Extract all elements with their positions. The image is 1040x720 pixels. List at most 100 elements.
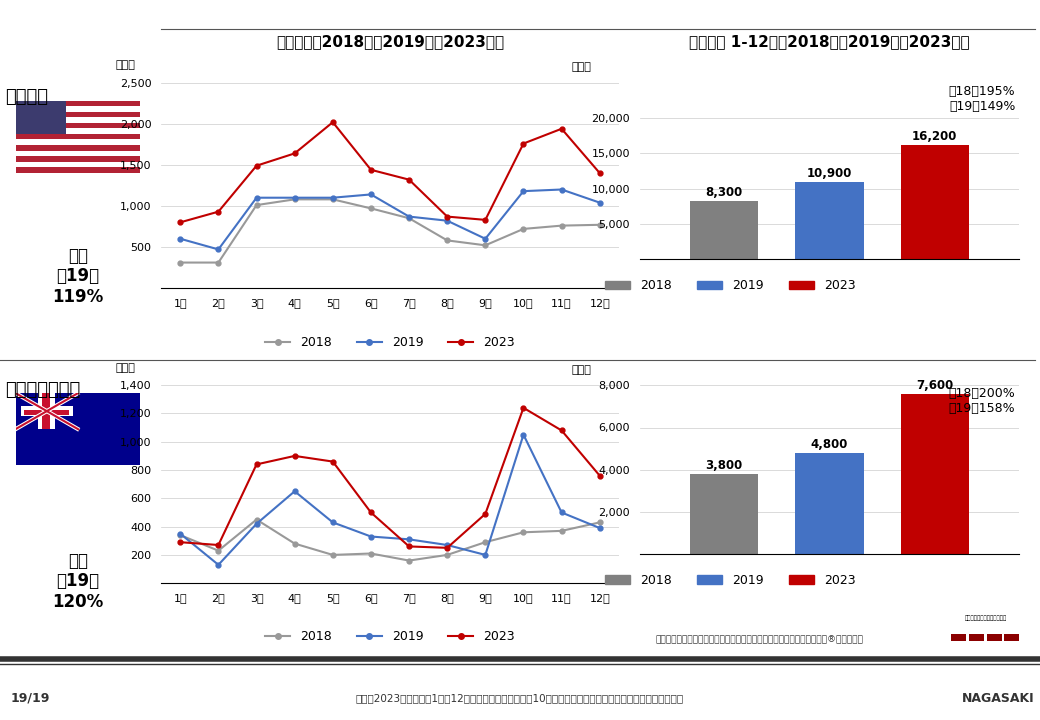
2018 [402, 214, 415, 222]
Text: オーストラリア: オーストラリア [5, 380, 80, 398]
Text: （人）: （人） [115, 364, 135, 373]
2023 [555, 125, 568, 133]
2018 [555, 221, 568, 230]
2018 [441, 551, 453, 559]
Line: 2023: 2023 [178, 120, 602, 225]
Text: 7,600: 7,600 [916, 379, 954, 392]
Text: 10,900: 10,900 [807, 167, 852, 180]
2019 [174, 529, 186, 538]
Text: 8,300: 8,300 [705, 186, 743, 199]
2018 [479, 241, 492, 250]
2019 [251, 520, 263, 528]
Bar [901, 394, 969, 554]
2019 [365, 532, 378, 541]
2018 [555, 526, 568, 535]
2019 [402, 535, 415, 544]
Text: （人）: （人） [115, 60, 135, 71]
2023 [555, 426, 568, 435]
Text: 年間推移（2018年、2019年、2023年）: 年間推移（2018年、2019年、2023年） [276, 34, 504, 49]
2018 [212, 546, 225, 555]
Line: 2018: 2018 [178, 197, 602, 265]
2018 [594, 220, 606, 229]
2019 [174, 235, 186, 243]
Text: アメリカ: アメリカ [5, 88, 48, 106]
Bar [16, 128, 140, 134]
Line: 2019: 2019 [178, 187, 602, 252]
2023 [174, 538, 186, 546]
2018 [174, 258, 186, 267]
Bar [690, 474, 758, 554]
2018 [174, 531, 186, 539]
Bar [16, 101, 66, 134]
2018 [327, 195, 339, 204]
2023 [327, 457, 339, 466]
Text: 16,200: 16,200 [912, 130, 958, 143]
2019 [517, 186, 529, 195]
Text: 19/19: 19/19 [10, 692, 50, 705]
2019 [555, 185, 568, 194]
Legend: 2018, 2019, 2023: 2018, 2019, 2023 [600, 274, 860, 297]
2023 [174, 218, 186, 227]
Bar [24, 410, 70, 415]
Bar [16, 145, 140, 150]
Bar [901, 145, 969, 259]
2019 [365, 190, 378, 199]
2019 [555, 508, 568, 517]
2018 [402, 557, 415, 565]
2019 [212, 560, 225, 569]
2019 [479, 235, 492, 243]
Text: 対18年195%
対19年149%: 対18年195% 対19年149% [948, 84, 1015, 112]
Legend: 2018, 2019, 2023: 2018, 2019, 2023 [260, 625, 520, 648]
2023 [517, 403, 529, 412]
2023 [251, 460, 263, 469]
2018 [594, 518, 606, 527]
2023 [288, 149, 301, 158]
2018 [441, 236, 453, 245]
Text: （注）2023年の数値は1月～12月確定値。表示の数値は10人単位を四捨五入。増加率は元データにより算出: （注）2023年の数値は1月～12月確定値。表示の数値は10人単位を四捨五入。増… [356, 693, 684, 703]
2019 [327, 518, 339, 527]
2019 [212, 245, 225, 253]
2019 [479, 551, 492, 559]
2023 [402, 542, 415, 551]
2023 [594, 168, 606, 177]
2023 [479, 510, 492, 518]
2018 [288, 539, 301, 548]
2018 [365, 549, 378, 558]
Bar [16, 161, 140, 167]
2018 [479, 538, 492, 546]
2023 [365, 166, 378, 174]
Text: （人）: （人） [571, 62, 591, 72]
Bar [16, 134, 140, 140]
Line: 2023: 2023 [178, 405, 602, 550]
2019 [288, 194, 301, 202]
Bar [42, 393, 50, 429]
2023 [288, 451, 301, 460]
2018 [517, 225, 529, 233]
2018 [288, 195, 301, 204]
2019 [402, 212, 415, 221]
2019 [517, 431, 529, 439]
2023 [441, 544, 453, 552]
Text: 4,800: 4,800 [811, 438, 848, 451]
Text: 同期間比 1-12月（2018年、2019年、2023年）: 同期間比 1-12月（2018年、2019年、2023年） [690, 34, 969, 49]
Text: 市場
対19年
119%: 市場 対19年 119% [52, 246, 104, 306]
Text: 暮らしのそばに、ほら世界。: 暮らしのそばに、ほら世界。 [964, 615, 1007, 621]
2019 [327, 194, 339, 202]
Text: NAGASAKI: NAGASAKI [962, 692, 1035, 705]
2019 [441, 217, 453, 225]
Line: 2018: 2018 [178, 517, 602, 563]
2018 [251, 201, 263, 210]
2018 [517, 528, 529, 536]
2023 [402, 176, 415, 184]
2023 [251, 161, 263, 170]
2023 [212, 207, 225, 216]
Bar [16, 156, 140, 161]
Text: （人）: （人） [571, 365, 591, 375]
Bar [21, 406, 73, 416]
2018 [365, 204, 378, 212]
2023 [212, 541, 225, 549]
Bar [16, 117, 140, 123]
2018 [212, 258, 225, 267]
Bar [16, 140, 140, 145]
Bar [16, 167, 140, 173]
